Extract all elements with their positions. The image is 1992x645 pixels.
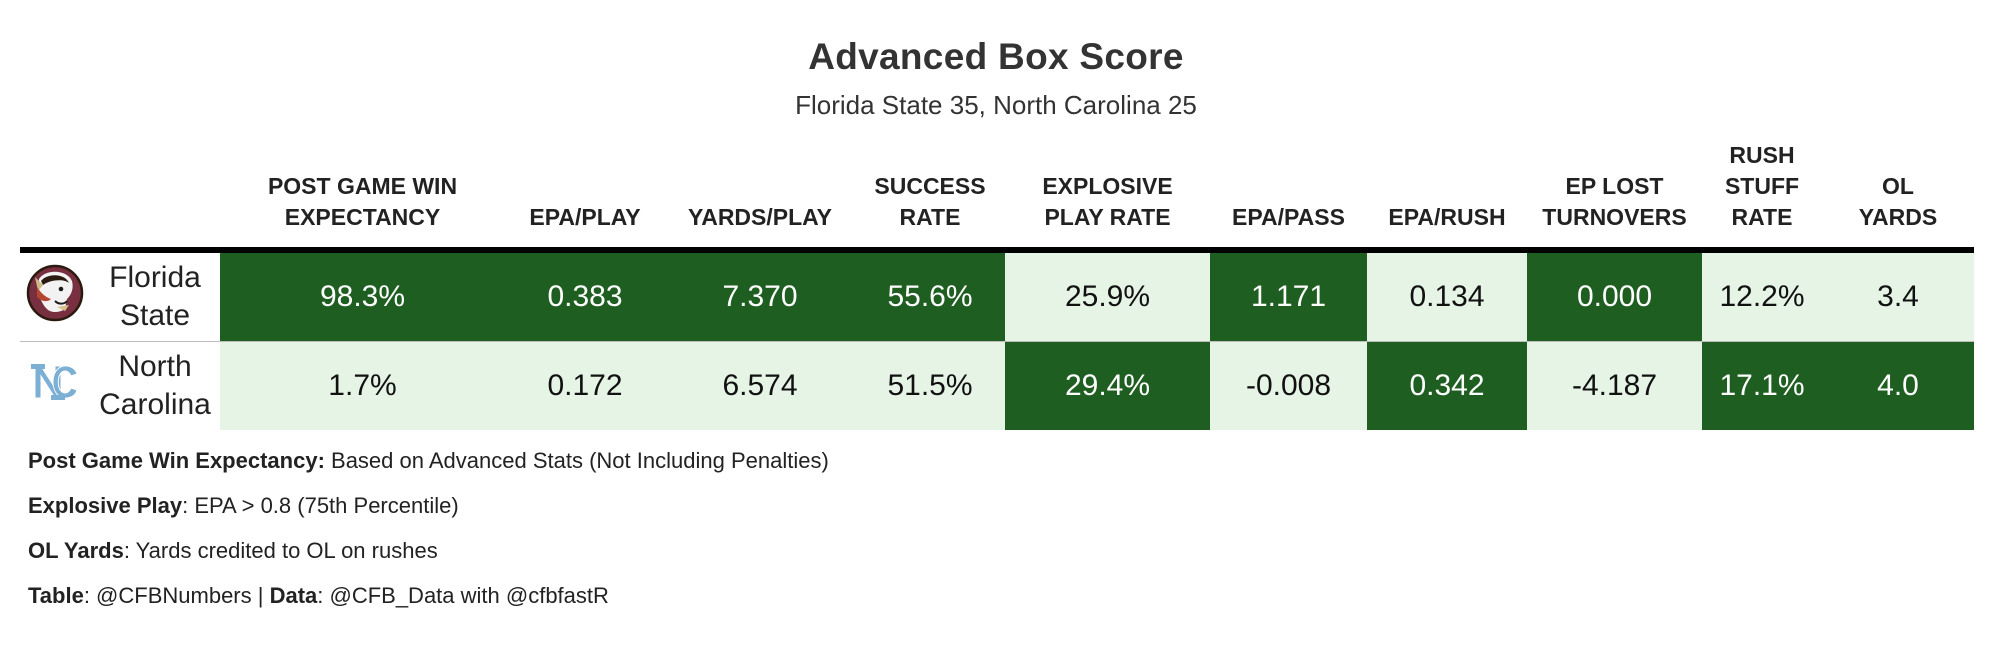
north-carolina-logo [20,342,90,431]
florida-state-seminole-head-icon [26,264,84,322]
box-score-table: POST GAME WIN EXPECTANCY EPA/PLAY YARDS/… [20,140,1974,430]
value-cell: 3.4 [1822,250,1974,342]
column-header-win-expectancy: POST GAME WIN EXPECTANCY [220,140,505,253]
column-header-epa-play: EPA/PLAY [505,140,665,253]
value-cell: -4.187 [1527,341,1702,430]
value-cell: 4.0 [1822,341,1974,430]
value-cell: 1.7% [220,341,505,430]
column-header-ep-lost-turnovers: EP LOST TURNOVERS [1527,140,1702,253]
chart-title: Advanced Box Score [808,36,1184,77]
column-header-explosive-play-rate: EXPLOSIVE PLAY RATE [1005,140,1210,253]
value-cell: 17.1% [1702,341,1822,430]
column-header-ol-yards: OL YARDS [1822,140,1974,253]
table-row-florida-state: Florida State 98.3% 0.383 7.370 55.6% 25… [20,250,1974,342]
value-cell: 29.4% [1005,341,1210,430]
value-cell: 0.172 [505,341,665,430]
value-cell: 6.574 [665,341,855,430]
credits-table-text: : @CFBNumbers | [83,583,270,608]
footnote-label: Explosive Play [28,493,183,518]
column-header-yards-play: YARDS/PLAY [665,140,855,253]
credits-line: Table: @CFBNumbers | Data: @CFB_Data wit… [28,581,829,626]
value-cell: 0.134 [1367,250,1527,342]
team-column-header [90,140,220,253]
column-header-epa-pass: EPA/PASS [1210,140,1367,253]
column-header-success-rate: SUCCESS RATE [855,140,1005,253]
footnote-explosive-play: Explosive Play: EPA > 0.8 (75th Percenti… [28,491,829,536]
header-row: POST GAME WIN EXPECTANCY EPA/PLAY YARDS/… [20,140,1974,253]
team-name-north-carolina: North Carolina [99,350,211,421]
footnote-text: : EPA > 0.8 (75th Percentile) [182,493,459,518]
credits-data-text: : @CFB_Data with @cfbfastR [317,583,609,608]
value-cell: 25.9% [1005,250,1210,342]
footnote-win-expectancy: Post Game Win Expectancy: Based on Advan… [28,446,829,491]
credits-data-label: Data [269,583,318,608]
value-cell: 98.3% [220,250,505,342]
footnote-text: Based on Advanced Stats (Not Including P… [324,448,829,473]
footnote-label: Post Game Win Expectancy: [28,448,325,473]
value-cell: 1.171 [1210,250,1367,342]
footnote-label: OL Yards [28,538,124,563]
unc-nc-interlock-icon [31,364,78,400]
value-cell: -0.008 [1210,341,1367,430]
value-cell: 51.5% [855,341,1005,430]
column-header-epa-rush: EPA/RUSH [1367,140,1527,253]
credits-table-label: Table [28,583,84,608]
florida-state-logo [20,250,90,342]
footnotes: Post Game Win Expectancy: Based on Advan… [28,446,829,626]
value-cell: 0.383 [505,250,665,342]
footnote-text: : Yards credited to OL on rushes [123,538,438,563]
value-cell: 7.370 [665,250,855,342]
chart-subtitle: Florida State 35, North Carolina 25 [795,90,1197,120]
value-cell: 0.342 [1367,341,1527,430]
value-cell: 12.2% [1702,250,1822,342]
table-row-north-carolina: North Carolina 1.7% 0.172 6.574 51.5% 29… [20,341,1974,431]
column-header-rush-stuff-rate: RUSH STUFF RATE [1702,140,1822,253]
logo-column-header [20,140,90,253]
team-name-florida-state: Florida State [90,250,220,342]
footnote-ol-yards: OL Yards: Yards credited to OL on rushes [28,536,829,581]
value-cell: 55.6% [855,250,1005,342]
value-cell: 0.000 [1527,250,1702,342]
